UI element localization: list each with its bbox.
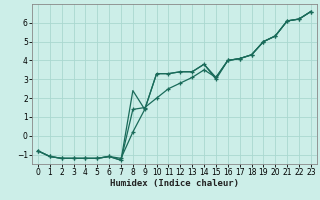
X-axis label: Humidex (Indice chaleur): Humidex (Indice chaleur) bbox=[110, 179, 239, 188]
